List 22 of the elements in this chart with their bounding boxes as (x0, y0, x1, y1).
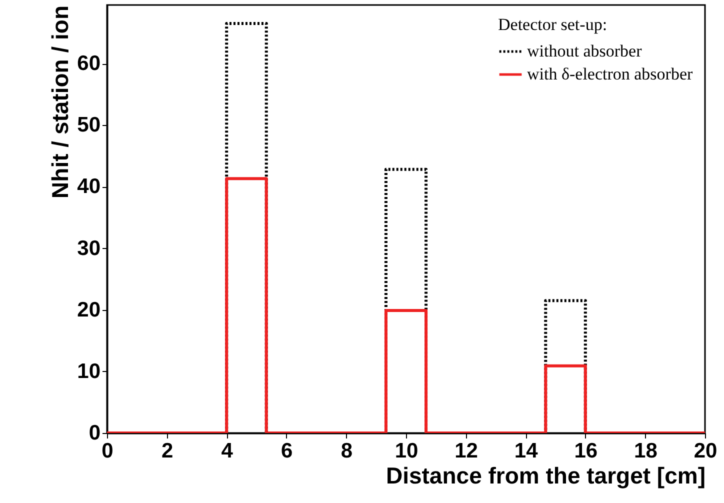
x-tick-label: 8 (340, 440, 353, 462)
legend-label: without absorber (527, 42, 642, 60)
legend-label: with δ-electron absorber (527, 64, 694, 84)
x-axis-title: Distance from the target [cm] (386, 462, 706, 488)
x-tick-label: 10 (394, 440, 418, 462)
y-tick-label: 10 (77, 360, 100, 383)
y-tick-label: 20 (77, 298, 100, 322)
x-tick-label: 14 (514, 440, 538, 462)
y-tick-label: 50 (77, 114, 100, 137)
x-tick-label: 18 (634, 440, 658, 462)
x-tick-label: 12 (454, 440, 478, 462)
x-tick-label: 6 (281, 440, 293, 462)
x-tick-label: 16 (574, 440, 598, 462)
y-tick-label: 60 (77, 52, 100, 76)
x-tick-label: 2 (161, 440, 174, 462)
x-tick-label: 4 (221, 440, 234, 462)
y-tick-label: 30 (77, 236, 100, 260)
y-axis-title: Nhit / station / ion (47, 6, 74, 198)
y-tick-label: 0 (88, 422, 100, 444)
y-tick-label: 40 (77, 175, 100, 198)
x-tick-label: 20 (694, 440, 718, 462)
legend-title: Detector set-up: (498, 15, 608, 34)
